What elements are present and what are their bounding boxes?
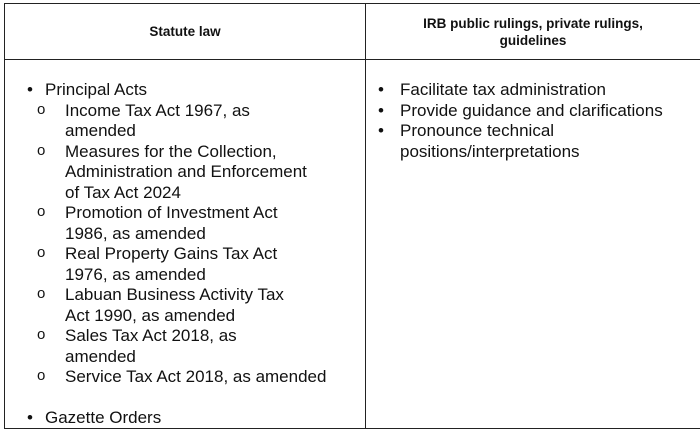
statute-table: Statute law IRB public rulings, private … bbox=[4, 3, 700, 429]
list-item: o Income Tax Act 1967, as amended bbox=[5, 101, 310, 142]
header-irb-rulings: IRB public rulings, private rulings, gui… bbox=[366, 4, 700, 60]
item-text: Labuan Business Activity Tax Act 1990, a… bbox=[65, 285, 284, 325]
item-text: Measures for the Collection, Administrat… bbox=[65, 142, 307, 202]
list-item: • Pronounce technical positions/interpret… bbox=[366, 121, 600, 162]
list-item: • Facilitate tax administration bbox=[366, 80, 680, 101]
header-text: IRB public rulings, private rulings, gui… bbox=[408, 15, 658, 49]
list-item: • Provide guidance and clarifications bbox=[366, 101, 700, 122]
bullet-icon: • bbox=[27, 408, 33, 429]
header-row: Statute law IRB public rulings, private … bbox=[5, 4, 700, 60]
header-text: Statute law bbox=[149, 24, 220, 39]
circle-bullet-icon: o bbox=[37, 202, 45, 223]
circle-bullet-icon: o bbox=[37, 325, 45, 346]
list-item: o Real Property Gains Tax Act 1976, as am… bbox=[5, 244, 310, 285]
item-text: Pronounce technical positions/interpreta… bbox=[400, 121, 580, 161]
irb-cell: • Facilitate tax administration • Provide … bbox=[366, 60, 700, 429]
item-text: Income Tax Act 1967, as amended bbox=[65, 101, 250, 141]
body-row: • Principal Acts o Income Tax Act 1967, as… bbox=[5, 60, 700, 429]
item-text: Principal Acts bbox=[45, 80, 147, 99]
item-text: Sales Tax Act 2018, as amended bbox=[65, 326, 237, 366]
item-text: Real Property Gains Tax Act 1976, as ame… bbox=[65, 244, 277, 284]
bullet-icon: • bbox=[378, 121, 384, 142]
circle-bullet-icon: o bbox=[37, 100, 45, 121]
bullet-icon: • bbox=[27, 80, 33, 101]
list-item: o Measures for the Collection, Administra… bbox=[5, 142, 310, 204]
item-text: Gazette Orders bbox=[45, 408, 161, 427]
list-item: o Labuan Business Activity Tax Act 1990, … bbox=[5, 285, 310, 326]
list-item: o Service Tax Act 2018, as amended bbox=[5, 367, 365, 388]
item-text: Facilitate tax administration bbox=[400, 80, 606, 99]
item-text: Promotion of Investment Act 1986, as ame… bbox=[65, 203, 278, 243]
circle-bullet-icon: o bbox=[37, 243, 45, 264]
item-text: Service Tax Act 2018, as amended bbox=[65, 367, 326, 386]
circle-bullet-icon: o bbox=[37, 141, 45, 162]
circle-bullet-icon: o bbox=[37, 366, 45, 387]
list-item: o Promotion of Investment Act 1986, as am… bbox=[5, 203, 310, 244]
list-item: • Gazette Orders bbox=[5, 408, 365, 429]
list-item: o Sales Tax Act 2018, as amended bbox=[5, 326, 310, 367]
spacer bbox=[5, 388, 365, 408]
bullet-icon: • bbox=[378, 80, 384, 101]
bullet-icon: • bbox=[378, 101, 384, 122]
list-item: • Principal Acts bbox=[5, 80, 365, 101]
statute-cell: • Principal Acts o Income Tax Act 1967, as… bbox=[5, 60, 366, 429]
header-statute-law: Statute law bbox=[5, 4, 366, 60]
circle-bullet-icon: o bbox=[37, 284, 45, 305]
item-text: Provide guidance and clarifications bbox=[400, 101, 663, 120]
